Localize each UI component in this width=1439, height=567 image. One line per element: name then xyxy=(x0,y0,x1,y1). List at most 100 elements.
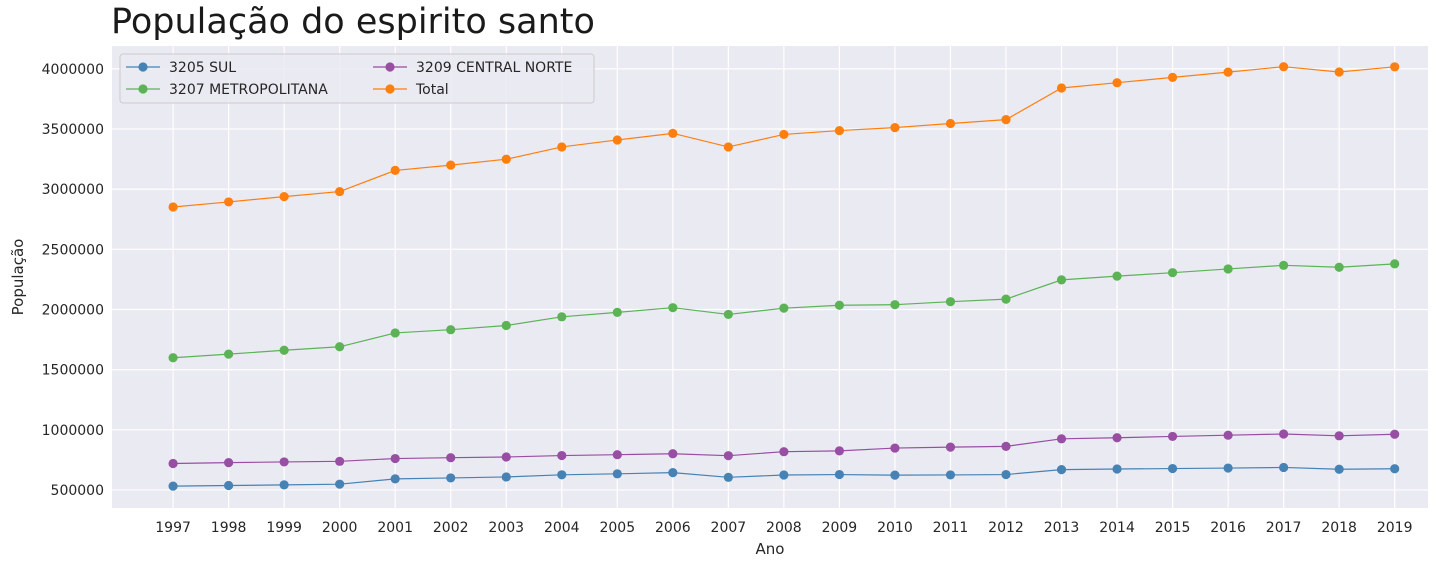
data-point xyxy=(501,472,511,482)
legend-marker xyxy=(385,84,395,94)
legend-marker xyxy=(385,62,395,72)
x-tick-label: 2016 xyxy=(1210,520,1246,536)
data-point xyxy=(335,479,345,489)
data-point xyxy=(834,125,845,136)
data-point xyxy=(224,197,234,207)
data-point xyxy=(1056,83,1067,93)
data-point xyxy=(446,160,456,170)
data-point xyxy=(168,481,178,491)
data-point xyxy=(668,468,678,478)
y-tick-label: 2000000 xyxy=(42,302,104,318)
data-point xyxy=(1001,294,1011,304)
data-point xyxy=(723,451,733,461)
legend: 3205 SUL 3207 METROPOLITANA 3209 CENTRAL N… xyxy=(119,53,595,104)
data-point xyxy=(1056,465,1067,475)
data-point xyxy=(1390,62,1400,72)
data-point xyxy=(1112,271,1122,281)
x-tick-label: 2019 xyxy=(1377,520,1413,536)
data-point xyxy=(945,470,956,480)
data-point xyxy=(279,192,289,202)
x-tick-label: 2008 xyxy=(766,520,802,536)
data-point xyxy=(557,450,567,461)
data-point xyxy=(168,458,178,469)
y-axis-label: População xyxy=(9,239,27,316)
data-point xyxy=(390,453,400,464)
data-point xyxy=(1167,268,1178,278)
data-point xyxy=(1223,264,1233,274)
plot-background xyxy=(112,46,1428,508)
data-point xyxy=(779,129,789,140)
x-tick-label: 2000 xyxy=(322,520,358,536)
data-point xyxy=(1167,431,1178,442)
y-tick-label: 3500000 xyxy=(42,122,104,138)
data-point xyxy=(335,456,345,466)
data-point xyxy=(834,446,845,456)
x-tick-label: 2011 xyxy=(933,520,969,536)
x-tick-label: 2017 xyxy=(1266,520,1302,536)
data-point xyxy=(890,300,900,310)
y-tick-label: 1500000 xyxy=(42,363,104,379)
data-point xyxy=(723,142,733,152)
data-point xyxy=(1112,78,1122,88)
data-point xyxy=(612,307,622,317)
data-point xyxy=(557,142,567,152)
data-point xyxy=(668,303,678,313)
data-point xyxy=(501,154,511,164)
data-point xyxy=(446,473,456,483)
data-point xyxy=(723,472,733,482)
legend-label: Total xyxy=(415,82,449,98)
x-tick-label: 2005 xyxy=(599,520,635,536)
legend-item: 3207 METROPOLITANA xyxy=(126,82,328,98)
data-point xyxy=(557,470,567,480)
data-point xyxy=(1001,115,1011,125)
x-tick-label: 2006 xyxy=(655,520,691,536)
x-tick-label: 1997 xyxy=(155,520,191,536)
data-point xyxy=(890,122,900,133)
data-point xyxy=(1112,433,1122,443)
data-point xyxy=(1334,464,1344,474)
data-point xyxy=(1223,67,1233,77)
y-tick-label: 1000000 xyxy=(42,423,104,439)
x-tick-label: 2009 xyxy=(822,520,858,536)
data-point xyxy=(390,474,400,484)
data-point xyxy=(224,349,234,359)
data-point xyxy=(612,135,622,145)
series-3205-sul xyxy=(168,462,1400,491)
data-point xyxy=(1223,430,1233,440)
x-tick-label: 2013 xyxy=(1044,520,1080,536)
data-point xyxy=(390,328,400,338)
data-point xyxy=(779,470,789,480)
data-point xyxy=(890,470,900,480)
data-point xyxy=(168,353,178,363)
x-tick-label: 2012 xyxy=(988,520,1024,536)
x-tick-label: 2003 xyxy=(488,520,524,536)
legend-box xyxy=(119,53,595,104)
data-point xyxy=(1390,429,1400,439)
data-point xyxy=(668,128,678,138)
data-point xyxy=(1390,259,1400,269)
data-point xyxy=(224,480,234,491)
data-point xyxy=(335,342,345,352)
data-point xyxy=(1223,463,1233,473)
x-tick-label: 2004 xyxy=(544,520,580,536)
y-tick-label: 3000000 xyxy=(42,182,104,198)
x-tick-label: 2002 xyxy=(433,520,469,536)
data-point xyxy=(1167,72,1178,83)
data-point xyxy=(834,469,845,480)
data-point xyxy=(279,457,289,467)
data-point xyxy=(1334,67,1344,77)
data-point xyxy=(1056,434,1067,444)
data-point xyxy=(1279,462,1289,473)
data-point xyxy=(1112,464,1122,474)
legend-marker xyxy=(138,84,148,94)
data-point xyxy=(945,297,956,307)
chart-title: População do espirito santo xyxy=(111,2,595,42)
data-point xyxy=(279,480,289,490)
y-tick-label: 2500000 xyxy=(42,242,104,258)
data-point xyxy=(779,303,789,313)
x-tick-label: 2010 xyxy=(877,520,913,536)
data-point xyxy=(1279,260,1289,270)
legend-item: 3209 CENTRAL NORTE xyxy=(373,60,572,76)
x-tick-label: 2018 xyxy=(1321,520,1357,536)
x-tick-label: 2007 xyxy=(711,520,747,536)
